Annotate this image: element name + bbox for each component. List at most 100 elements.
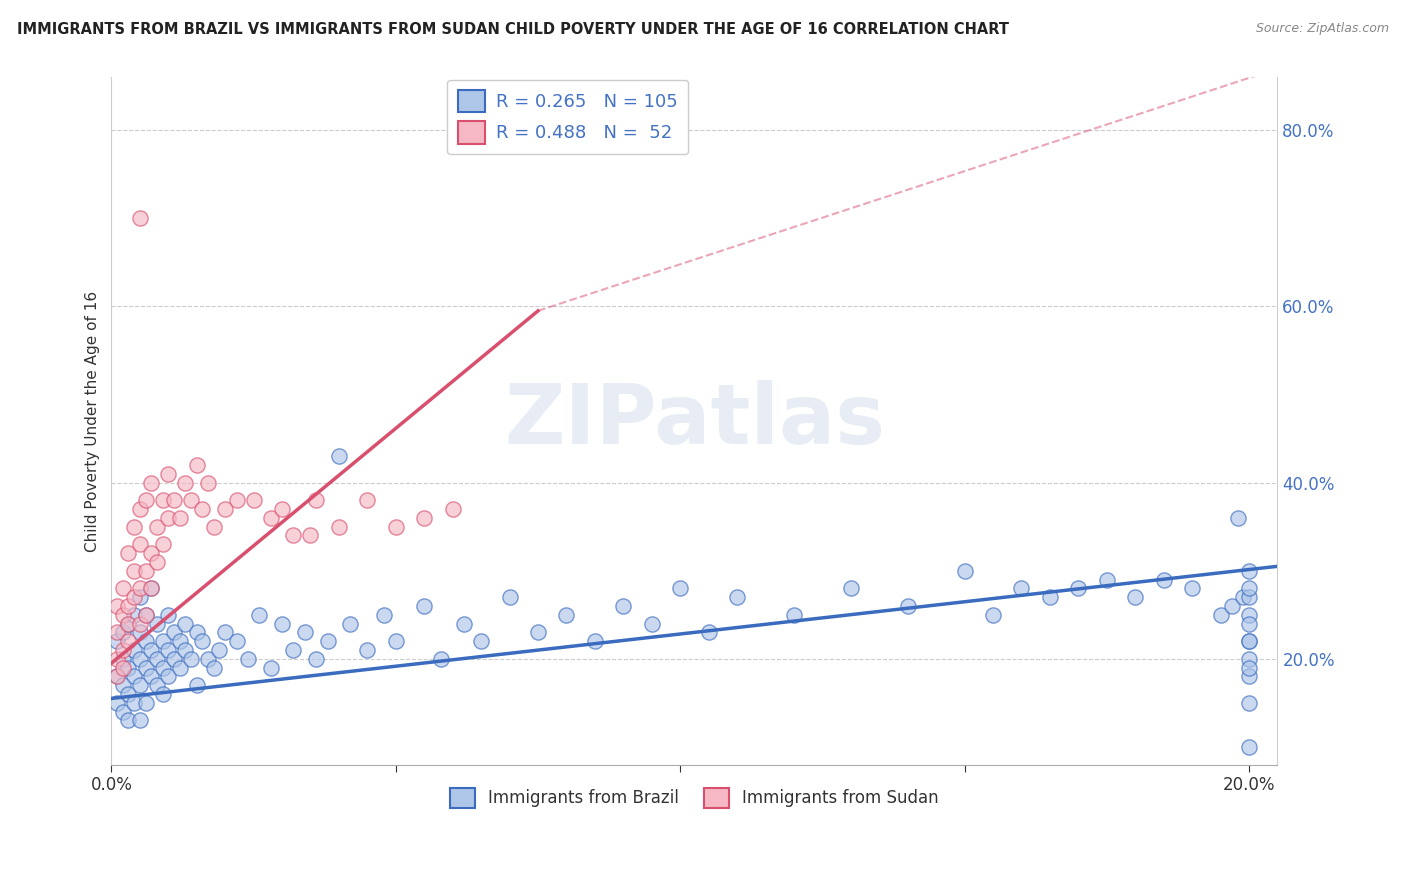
Point [169, 660, 191, 674]
Point [225, 634, 247, 648]
Point [122, 519, 145, 533]
Point [146, 519, 169, 533]
Point [1237, 634, 1260, 648]
Point [413, 599, 436, 613]
Point [1226, 511, 1249, 525]
Point [191, 502, 214, 516]
Point [105, 669, 128, 683]
Point [1237, 669, 1260, 683]
Point [1237, 739, 1260, 754]
Point [498, 590, 520, 604]
Point [111, 660, 134, 674]
Point [247, 607, 270, 622]
Point [128, 678, 150, 692]
Point [128, 502, 150, 516]
Point [356, 643, 378, 657]
Point [1181, 582, 1204, 596]
Point [169, 634, 191, 648]
Point [669, 582, 692, 596]
Point [111, 643, 134, 657]
Legend: Immigrants from Brazil, Immigrants from Sudan: Immigrants from Brazil, Immigrants from … [443, 780, 946, 814]
Point [527, 625, 550, 640]
Point [1237, 696, 1260, 710]
Point [135, 493, 157, 508]
Point [111, 705, 134, 719]
Point [186, 458, 208, 472]
Point [612, 599, 634, 613]
Point [191, 634, 214, 648]
Point [141, 643, 163, 657]
Point [111, 652, 134, 666]
Text: ZIPatlas: ZIPatlas [503, 381, 884, 461]
Point [1220, 599, 1243, 613]
Point [641, 616, 664, 631]
Point [1237, 564, 1260, 578]
Point [163, 652, 186, 666]
Point [470, 634, 492, 648]
Point [197, 652, 219, 666]
Point [117, 616, 139, 631]
Point [128, 582, 150, 596]
Point [294, 625, 316, 640]
Point [328, 449, 350, 463]
Point [953, 564, 976, 578]
Point [128, 537, 150, 551]
Point [135, 564, 157, 578]
Point [725, 590, 748, 604]
Point [146, 616, 169, 631]
Point [157, 669, 180, 683]
Point [117, 616, 139, 631]
Point [316, 634, 339, 648]
Point [180, 652, 202, 666]
Point [202, 660, 225, 674]
Point [839, 582, 862, 596]
Point [122, 669, 145, 683]
Point [122, 564, 145, 578]
Point [385, 634, 408, 648]
Text: Source: ZipAtlas.com: Source: ZipAtlas.com [1256, 22, 1389, 36]
Point [163, 625, 186, 640]
Point [1209, 607, 1232, 622]
Point [453, 616, 475, 631]
Point [214, 625, 236, 640]
Point [135, 696, 157, 710]
Point [242, 493, 264, 508]
Point [105, 625, 128, 640]
Point [1039, 590, 1062, 604]
Point [105, 669, 128, 683]
Point [1067, 582, 1090, 596]
Point [1237, 634, 1260, 648]
Point [260, 660, 283, 674]
Point [202, 519, 225, 533]
Point [225, 493, 247, 508]
Point [197, 475, 219, 490]
Point [1237, 607, 1260, 622]
Point [135, 660, 157, 674]
Point [1010, 582, 1032, 596]
Point [141, 546, 163, 560]
Point [141, 582, 163, 596]
Point [583, 634, 606, 648]
Point [305, 652, 328, 666]
Point [328, 519, 350, 533]
Point [146, 652, 169, 666]
Point [413, 511, 436, 525]
Point [283, 643, 305, 657]
Point [430, 652, 453, 666]
Point [128, 625, 150, 640]
Point [186, 678, 208, 692]
Point [1123, 590, 1146, 604]
Point [163, 493, 186, 508]
Point [122, 696, 145, 710]
Point [157, 467, 180, 481]
Point [135, 607, 157, 622]
Point [1237, 652, 1260, 666]
Point [146, 555, 169, 569]
Point [117, 714, 139, 728]
Point [141, 582, 163, 596]
Point [1237, 590, 1260, 604]
Point [356, 493, 378, 508]
Point [1095, 573, 1118, 587]
Point [111, 625, 134, 640]
Point [152, 634, 174, 648]
